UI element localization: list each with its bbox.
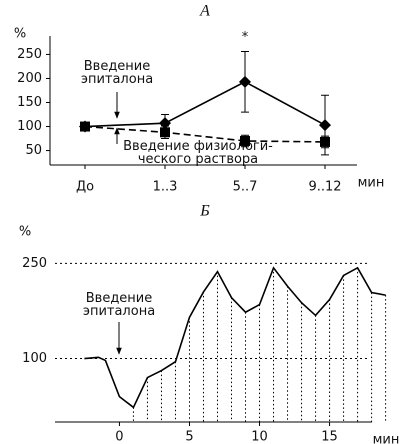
series-line <box>84 266 386 409</box>
y-tick-label: 100 <box>17 119 42 134</box>
chart-title: А <box>199 3 210 20</box>
marker <box>80 121 90 132</box>
y-tick-label: 200 <box>17 71 42 86</box>
annotation: Введение эпиталона <box>83 291 155 319</box>
x-axis-label: мин <box>373 433 400 444</box>
x-tick-label: До <box>76 180 94 195</box>
marker <box>319 119 331 132</box>
annotation: Введение физиологи-ческого раствора <box>123 139 273 167</box>
x-tick-label: 9..12 <box>308 180 341 195</box>
annotation-mark: * <box>242 30 249 45</box>
x-tick-label: 15 <box>321 430 338 444</box>
y-tick-label: 250 <box>22 256 47 271</box>
marker <box>160 127 170 138</box>
annotation: Введение эпиталона <box>81 59 153 87</box>
x-tick-label: 10 <box>251 430 268 444</box>
x-tick-label: 5..7 <box>233 180 258 195</box>
series-line <box>84 125 326 143</box>
y-tick-label: 250 <box>17 47 42 62</box>
marker <box>320 136 330 147</box>
chart-title: Б <box>199 203 210 220</box>
y-tick-label: 100 <box>22 351 47 366</box>
y-axis-label: % <box>19 225 31 240</box>
y-axis-label: % <box>14 27 26 42</box>
y-tick-label: 50 <box>25 143 42 158</box>
x-tick-label: 0 <box>115 430 123 444</box>
series-line <box>84 80 326 128</box>
marker <box>240 135 250 146</box>
x-tick-label: 5 <box>185 430 193 444</box>
x-tick-label: 1..3 <box>153 180 178 195</box>
x-axis-label: мин <box>358 176 385 191</box>
y-tick-label: 150 <box>17 95 42 110</box>
marker <box>239 75 251 88</box>
